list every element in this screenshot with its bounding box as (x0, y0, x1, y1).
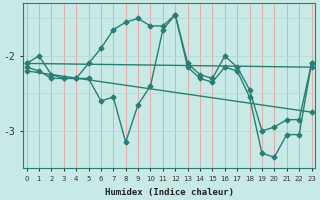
X-axis label: Humidex (Indice chaleur): Humidex (Indice chaleur) (105, 188, 234, 197)
